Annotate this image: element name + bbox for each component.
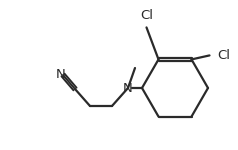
Text: N: N [56, 69, 66, 81]
Text: N: N [123, 81, 133, 94]
Text: Cl: Cl [218, 49, 230, 62]
Text: Cl: Cl [140, 9, 153, 22]
